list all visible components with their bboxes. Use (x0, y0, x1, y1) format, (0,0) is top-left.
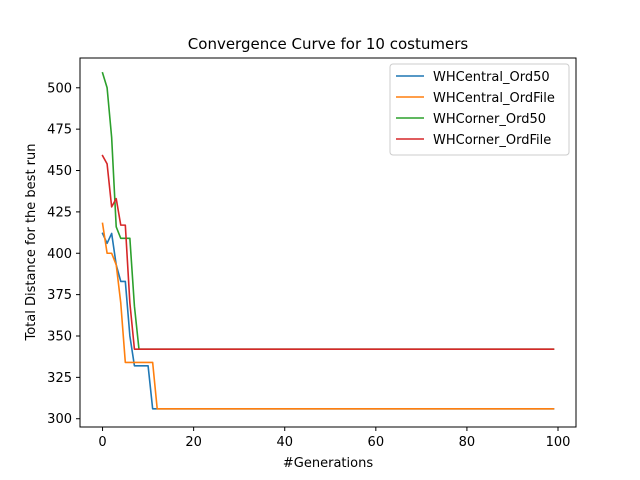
y-tick-label-7: 475 (47, 123, 72, 138)
legend-box (389, 63, 570, 156)
legend-label-2: WHCorner_Ord50 (433, 112, 546, 127)
chart-title: Convergence Curve for 10 costumers (188, 35, 469, 53)
plot-area-frame (79, 57, 577, 428)
x-axis: 0 20 40 60 80 100 (98, 427, 570, 450)
y-tick-label-0: 300 (47, 412, 72, 427)
legend-label-3: WHCorner_OrdFile (433, 133, 551, 148)
y-tick-label-2: 350 (47, 329, 72, 344)
legend-label-0: WHCentral_Ord50 (433, 70, 550, 85)
x-tick-label-2: 40 (276, 435, 293, 450)
y-axis: 300 325 350 375 400 425 450 475 500 (47, 81, 80, 427)
x-tick-label-3: 60 (368, 435, 385, 450)
y-tick-label-1: 325 (47, 371, 72, 386)
y-tick-label-3: 375 (47, 288, 72, 303)
y-tick-label-6: 450 (47, 164, 72, 179)
plot-lines (101, 71, 555, 410)
series-line-0 (101, 232, 555, 410)
x-axis-title: #Generations (283, 456, 373, 471)
legend-label-1: WHCentral_OrdFile (433, 91, 555, 106)
series-line-3 (101, 154, 555, 351)
x-tick-label-0: 0 (98, 435, 106, 450)
y-tick-label-8: 500 (47, 81, 72, 96)
x-tick-label-5: 100 (546, 435, 571, 450)
x-tick-label-1: 20 (185, 435, 202, 450)
series-line-1 (101, 222, 555, 410)
y-tick-label-5: 425 (47, 205, 72, 220)
y-axis-title: Total Distance for the best run (24, 143, 39, 341)
y-tick-label-4: 400 (47, 247, 72, 262)
x-tick-label-4: 80 (459, 435, 476, 450)
legend: WHCentral_Ord50 WHCentral_OrdFile WHCorner… (389, 63, 570, 156)
series-line-2 (101, 71, 555, 351)
